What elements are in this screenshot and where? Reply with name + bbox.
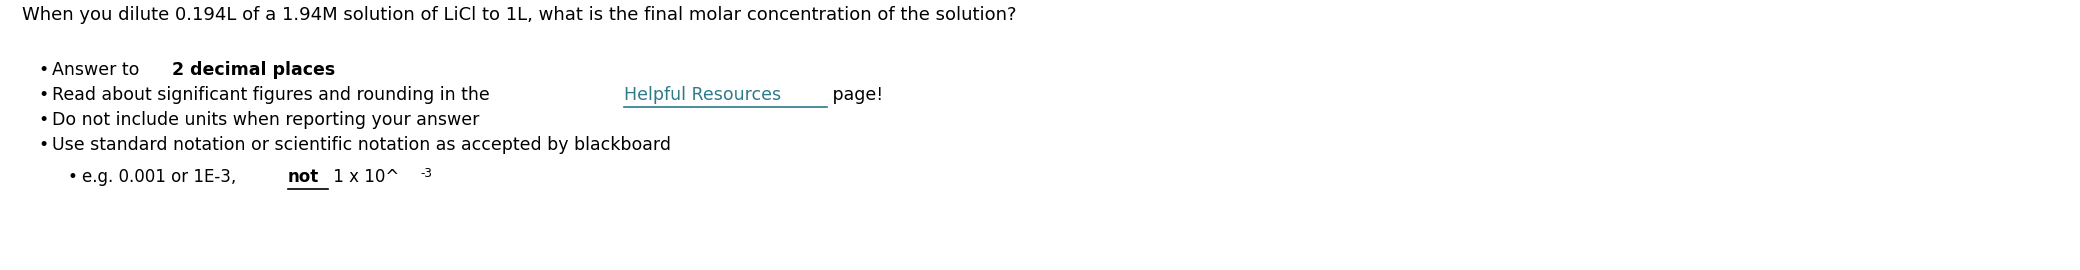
Text: -3: -3 xyxy=(420,167,433,180)
Text: •: • xyxy=(69,168,77,186)
Text: Use standard notation or scientific notation as accepted by blackboard: Use standard notation or scientific nota… xyxy=(52,136,672,154)
Text: 2 decimal places: 2 decimal places xyxy=(173,61,335,79)
Text: •: • xyxy=(37,111,48,129)
Text: When you dilute 0.194L of a 1.94M solution of LiCl to 1L, what is the final mola: When you dilute 0.194L of a 1.94M soluti… xyxy=(23,6,1017,24)
Text: page!: page! xyxy=(826,86,882,104)
Text: •: • xyxy=(37,61,48,79)
Text: Answer to: Answer to xyxy=(52,61,146,79)
Text: •: • xyxy=(37,136,48,154)
Text: e.g. 0.001 or 1E-3,: e.g. 0.001 or 1E-3, xyxy=(81,168,241,186)
Text: 1 x 10^: 1 x 10^ xyxy=(329,168,399,186)
Text: not: not xyxy=(287,168,318,186)
Text: Helpful Resources: Helpful Resources xyxy=(624,86,782,104)
Text: Do not include units when reporting your answer: Do not include units when reporting your… xyxy=(52,111,478,129)
Text: Read about significant figures and rounding in the: Read about significant figures and round… xyxy=(52,86,495,104)
Text: •: • xyxy=(37,86,48,104)
